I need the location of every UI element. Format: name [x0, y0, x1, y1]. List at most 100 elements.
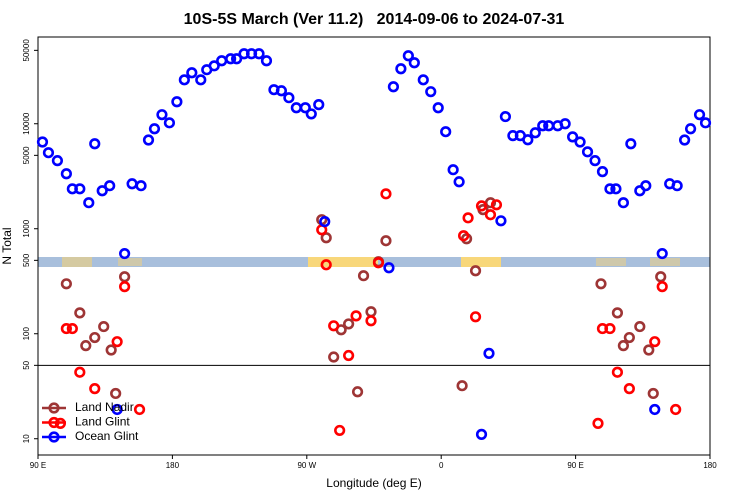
point: [395, 63, 407, 75]
point: [98, 320, 110, 333]
y-tick-label: 1000: [22, 219, 31, 237]
point: [595, 278, 607, 290]
point: [671, 180, 683, 192]
point: [126, 178, 138, 190]
point: [475, 428, 488, 440]
point: [656, 281, 668, 293]
point: [80, 340, 92, 352]
point: [319, 215, 331, 228]
point: [589, 155, 601, 167]
point: [456, 380, 468, 392]
point: [96, 185, 108, 197]
point: [699, 117, 712, 129]
point: [328, 351, 340, 363]
point: [649, 336, 661, 348]
point: [617, 197, 629, 209]
point: [163, 117, 176, 129]
point: [225, 53, 237, 65]
point: [89, 331, 101, 344]
y-tick-label: 50000: [22, 39, 31, 62]
point: [89, 383, 101, 395]
point: [320, 259, 332, 271]
point: [537, 120, 549, 132]
point: [592, 417, 604, 429]
point: [611, 366, 624, 378]
point: [275, 85, 288, 97]
point: [74, 307, 86, 319]
point: [458, 230, 470, 242]
point: [148, 123, 161, 135]
legend-marker: [48, 416, 60, 429]
y-tick-label: 50: [22, 360, 31, 369]
point: [195, 74, 207, 86]
x-tick-label: 90 W: [297, 461, 316, 470]
point: [383, 262, 395, 274]
point: [643, 344, 655, 356]
point: [529, 127, 541, 139]
point: [36, 136, 49, 148]
legend-marker: [48, 402, 60, 414]
point: [670, 403, 682, 416]
point: [110, 387, 122, 400]
point: [60, 322, 72, 335]
point: [640, 180, 652, 192]
point: [351, 386, 364, 398]
point: [402, 50, 414, 62]
point: [380, 235, 392, 247]
point: [634, 320, 646, 333]
point: [484, 209, 497, 221]
point: [475, 200, 488, 212]
point: [440, 126, 452, 138]
x-tick-label: 0: [439, 461, 444, 470]
point: [135, 180, 147, 192]
point: [417, 74, 429, 86]
point: [343, 318, 355, 330]
legend-label: Land Nadir: [75, 400, 134, 414]
point: [484, 197, 497, 209]
point: [559, 118, 571, 130]
point: [679, 134, 691, 146]
point: [320, 232, 332, 244]
chart-title: 10S-5S March (Ver 11.2) 2014-09-06 to 20…: [184, 11, 565, 28]
point: [74, 183, 86, 195]
point: [60, 168, 72, 180]
point: [522, 134, 534, 146]
point: [313, 99, 325, 111]
point: [372, 257, 385, 269]
point: [253, 48, 265, 60]
x-tick-label: 90 E: [567, 461, 583, 470]
point: [83, 197, 95, 209]
point: [111, 403, 123, 416]
point: [567, 131, 579, 143]
point: [656, 247, 668, 260]
point: [290, 102, 302, 114]
point: [462, 212, 474, 224]
y-tick-label: 10000: [22, 112, 31, 135]
point: [623, 331, 635, 344]
y-tick-label: 100: [22, 327, 31, 341]
point: [469, 265, 482, 277]
point: [178, 74, 190, 86]
point: [543, 120, 555, 132]
point: [574, 136, 586, 148]
point: [499, 110, 512, 123]
point: [216, 55, 228, 67]
x-tick-label: 180: [166, 461, 180, 470]
point: [365, 315, 377, 327]
point: [495, 215, 507, 227]
point: [483, 347, 495, 359]
x-tick-label: 180: [703, 461, 717, 470]
point: [42, 147, 55, 159]
point: [283, 92, 295, 104]
point: [328, 320, 340, 332]
point: [647, 387, 659, 400]
point: [453, 176, 465, 188]
point: [119, 247, 131, 260]
point: [305, 108, 317, 120]
point: [105, 344, 117, 356]
point: [171, 96, 183, 108]
point: [357, 270, 370, 282]
point: [604, 322, 616, 335]
